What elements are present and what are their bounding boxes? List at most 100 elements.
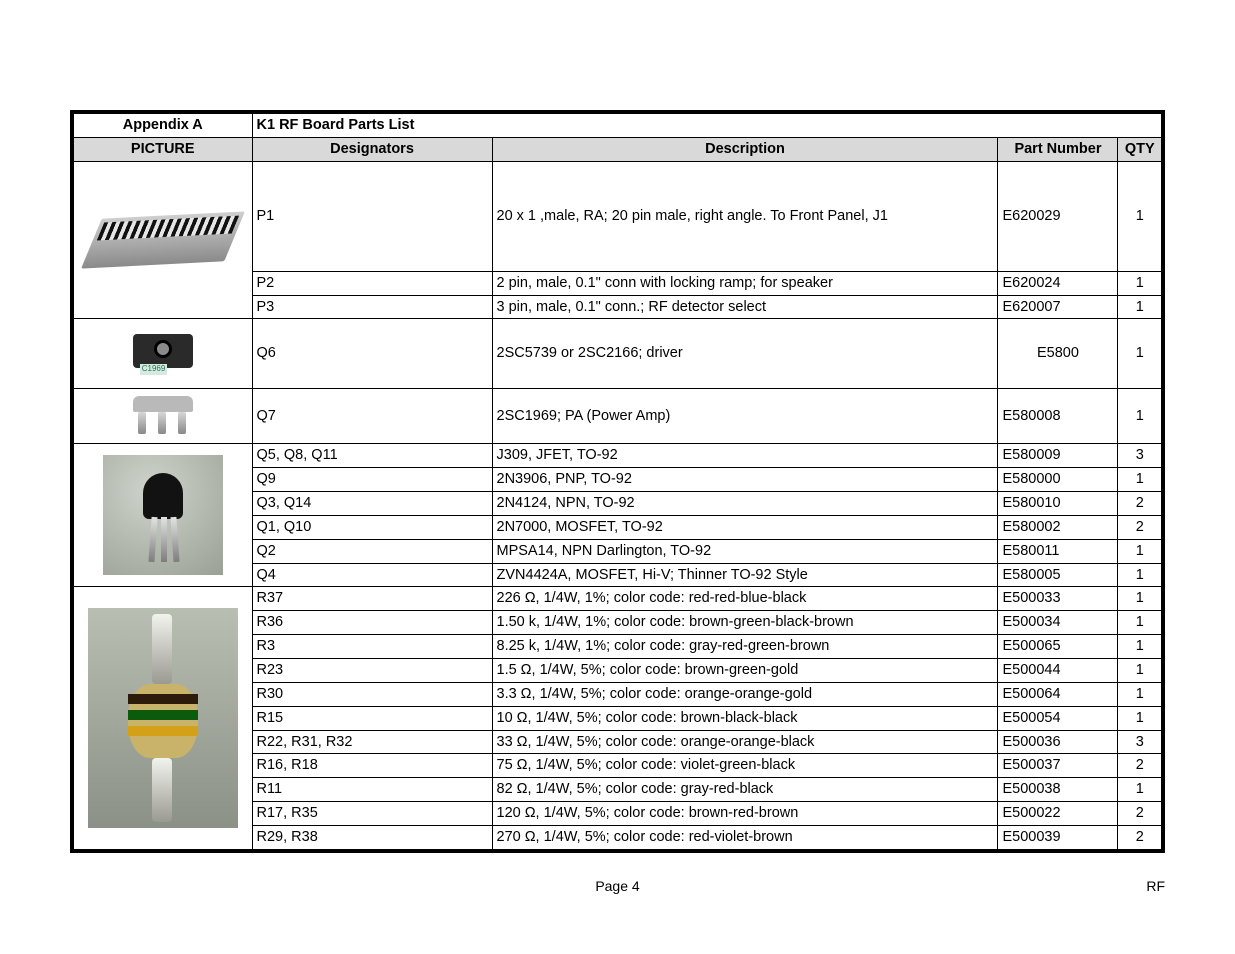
description: 33 Ω, 1/4W, 5%; color code: orange-orang… — [492, 730, 998, 754]
table-row: C1969 Q6 2SC5739 or 2SC2166; driver E580… — [72, 319, 1163, 389]
designator: R30 — [252, 682, 492, 706]
part-number: E500044 — [998, 658, 1118, 682]
designator: Q2 — [252, 539, 492, 563]
qty: 1 — [1118, 539, 1163, 563]
appendix-label: Appendix A — [72, 112, 252, 137]
to92-transistor-icon — [103, 455, 223, 575]
description: 2 pin, male, 0.1" conn with locking ramp… — [492, 271, 998, 295]
qty: 2 — [1118, 754, 1163, 778]
col-description: Description — [492, 137, 998, 161]
page-footer: Page 4 RF — [0, 878, 1235, 894]
qty: 1 — [1118, 389, 1163, 444]
description: 270 Ω, 1/4W, 5%; color code: red-violet-… — [492, 825, 998, 850]
qty: 2 — [1118, 492, 1163, 516]
qty: 1 — [1118, 587, 1163, 611]
designator: R3 — [252, 635, 492, 659]
description: 1.50 k, 1/4W, 1%; color code: brown-gree… — [492, 611, 998, 635]
picture-to92 — [72, 444, 252, 587]
part-number: E580002 — [998, 515, 1118, 539]
driver-transistor-icon: C1969 — [108, 326, 218, 381]
designator: R15 — [252, 706, 492, 730]
qty: 1 — [1118, 682, 1163, 706]
qty: 1 — [1118, 706, 1163, 730]
description: 8.25 k, 1/4W, 1%; color code: gray-red-g… — [492, 635, 998, 659]
description: ZVN4424A, MOSFET, Hi-V; Thinner TO-92 St… — [492, 563, 998, 587]
designator: Q6 — [252, 319, 492, 389]
designator: R16, R18 — [252, 754, 492, 778]
part-number: E500064 — [998, 682, 1118, 706]
part-number: E620007 — [998, 295, 1118, 319]
title-row: Appendix A K1 RF Board Parts List — [72, 112, 1163, 137]
designator: R11 — [252, 778, 492, 802]
description: 3.3 Ω, 1/4W, 5%; color code: orange-oran… — [492, 682, 998, 706]
picture-resistor — [72, 587, 252, 851]
qty: 1 — [1118, 658, 1163, 682]
description: 2N3906, PNP, TO-92 — [492, 468, 998, 492]
qty: 1 — [1118, 563, 1163, 587]
description: 2N7000, MOSFET, TO-92 — [492, 515, 998, 539]
col-picture: PICTURE — [72, 137, 252, 161]
page-container: Appendix A K1 RF Board Parts List PICTUR… — [0, 0, 1235, 853]
designator: R22, R31, R32 — [252, 730, 492, 754]
part-number: E580000 — [998, 468, 1118, 492]
part-number: E580005 — [998, 563, 1118, 587]
part-number: E500034 — [998, 611, 1118, 635]
description: MPSA14, NPN Darlington, TO-92 — [492, 539, 998, 563]
qty: 1 — [1118, 271, 1163, 295]
designator: R37 — [252, 587, 492, 611]
designator: Q5, Q8, Q11 — [252, 444, 492, 468]
designator: P1 — [252, 161, 492, 271]
description: 1.5 Ω, 1/4W, 5%; color code: brown-green… — [492, 658, 998, 682]
power-amp-icon — [108, 396, 218, 436]
part-number: E500039 — [998, 825, 1118, 850]
part-number: E500022 — [998, 802, 1118, 826]
description: 226 Ω, 1/4W, 1%; color code: red-red-blu… — [492, 587, 998, 611]
picture-driver: C1969 — [72, 319, 252, 389]
resistor-icon — [88, 608, 238, 828]
designator: Q4 — [252, 563, 492, 587]
description: 2SC5739 or 2SC2166; driver — [492, 319, 998, 389]
qty: 1 — [1118, 161, 1163, 271]
designator: Q3, Q14 — [252, 492, 492, 516]
designator: Q7 — [252, 389, 492, 444]
part-number: E500054 — [998, 706, 1118, 730]
description: 75 Ω, 1/4W, 5%; color code: violet-green… — [492, 754, 998, 778]
qty: 3 — [1118, 444, 1163, 468]
description: 120 Ω, 1/4W, 5%; color code: brown-red-b… — [492, 802, 998, 826]
qty: 1 — [1118, 635, 1163, 659]
designator: P3 — [252, 295, 492, 319]
header-connector-icon — [81, 211, 245, 268]
part-number: E500038 — [998, 778, 1118, 802]
parts-table: Appendix A K1 RF Board Parts List PICTUR… — [70, 110, 1165, 853]
qty: 1 — [1118, 611, 1163, 635]
picture-power-amp — [72, 389, 252, 444]
description: 2N4124, NPN, TO-92 — [492, 492, 998, 516]
part-number: E500033 — [998, 587, 1118, 611]
part-number: E500037 — [998, 754, 1118, 778]
description: J309, JFET, TO-92 — [492, 444, 998, 468]
part-number: E620024 — [998, 271, 1118, 295]
description: 2SC1969; PA (Power Amp) — [492, 389, 998, 444]
qty: 2 — [1118, 515, 1163, 539]
list-title: K1 RF Board Parts List — [252, 112, 1163, 137]
part-number: E500036 — [998, 730, 1118, 754]
part-number: E580010 — [998, 492, 1118, 516]
table-row: Q7 2SC1969; PA (Power Amp) E580008 1 — [72, 389, 1163, 444]
designator: R23 — [252, 658, 492, 682]
part-number: E5800 — [998, 319, 1118, 389]
designator: R29, R38 — [252, 825, 492, 850]
qty: 2 — [1118, 802, 1163, 826]
table-row: R37 226 Ω, 1/4W, 1%; color code: red-red… — [72, 587, 1163, 611]
col-qty: QTY — [1118, 137, 1163, 161]
part-number: E580011 — [998, 539, 1118, 563]
qty: 1 — [1118, 468, 1163, 492]
footer-page: Page 4 — [0, 878, 1235, 894]
qty: 1 — [1118, 295, 1163, 319]
part-number: E580009 — [998, 444, 1118, 468]
description: 10 Ω, 1/4W, 5%; color code: brown-black-… — [492, 706, 998, 730]
designator: Q1, Q10 — [252, 515, 492, 539]
designator: R36 — [252, 611, 492, 635]
designator: R17, R35 — [252, 802, 492, 826]
qty: 1 — [1118, 319, 1163, 389]
part-number: E500065 — [998, 635, 1118, 659]
